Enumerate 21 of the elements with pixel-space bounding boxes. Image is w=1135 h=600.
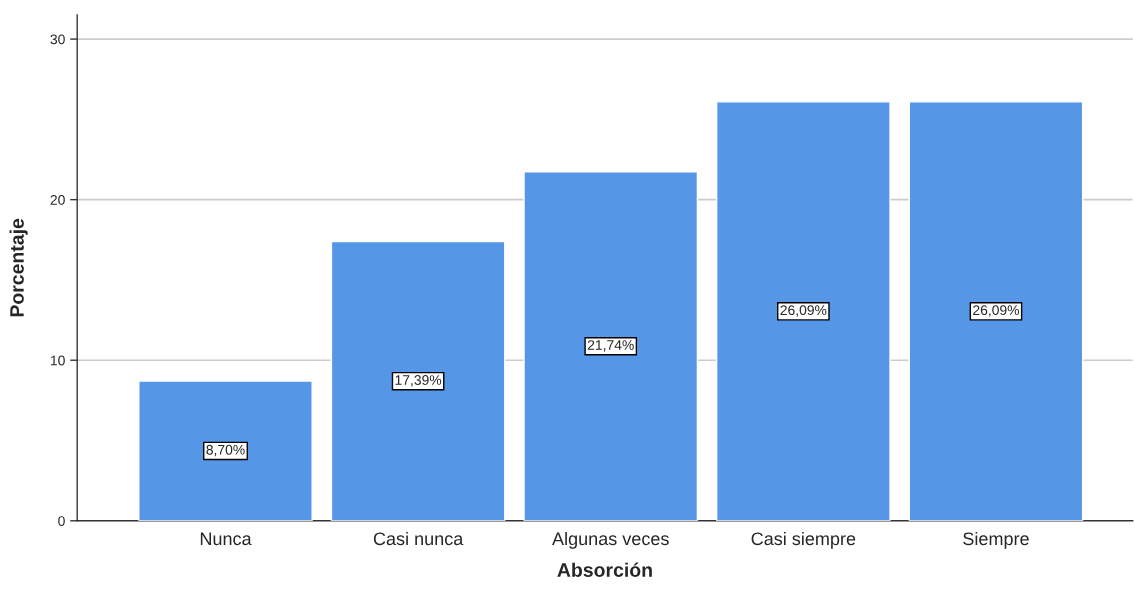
data-label: 21,74%	[587, 340, 634, 352]
x-tick-label: Casi nunca	[373, 531, 464, 546]
x-axis-title: Absorción	[557, 562, 652, 577]
bar	[715, 101, 891, 521]
data-label: 17,39%	[395, 375, 442, 387]
x-tick-label: Casi siempre	[751, 531, 856, 549]
x-tick-label: Siempre	[963, 531, 1029, 549]
x-tick-label: Nunca	[200, 532, 252, 546]
x-tick-label: Algunas veces	[552, 531, 669, 549]
y-tick-label: 10	[50, 355, 65, 366]
data-label: 26,09%	[973, 305, 1020, 317]
data-label: 26,09%	[780, 305, 827, 317]
data-label: 8,70%	[206, 444, 245, 457]
y-tick-label: 20	[50, 194, 65, 205]
bar	[138, 380, 313, 521]
bar	[523, 171, 699, 521]
bar	[330, 240, 506, 521]
y-axis-title: Porcentaje	[9, 218, 28, 317]
bar	[908, 101, 1084, 521]
y-tick-label: 30	[50, 34, 65, 45]
y-tick-label: 0	[58, 516, 65, 526]
